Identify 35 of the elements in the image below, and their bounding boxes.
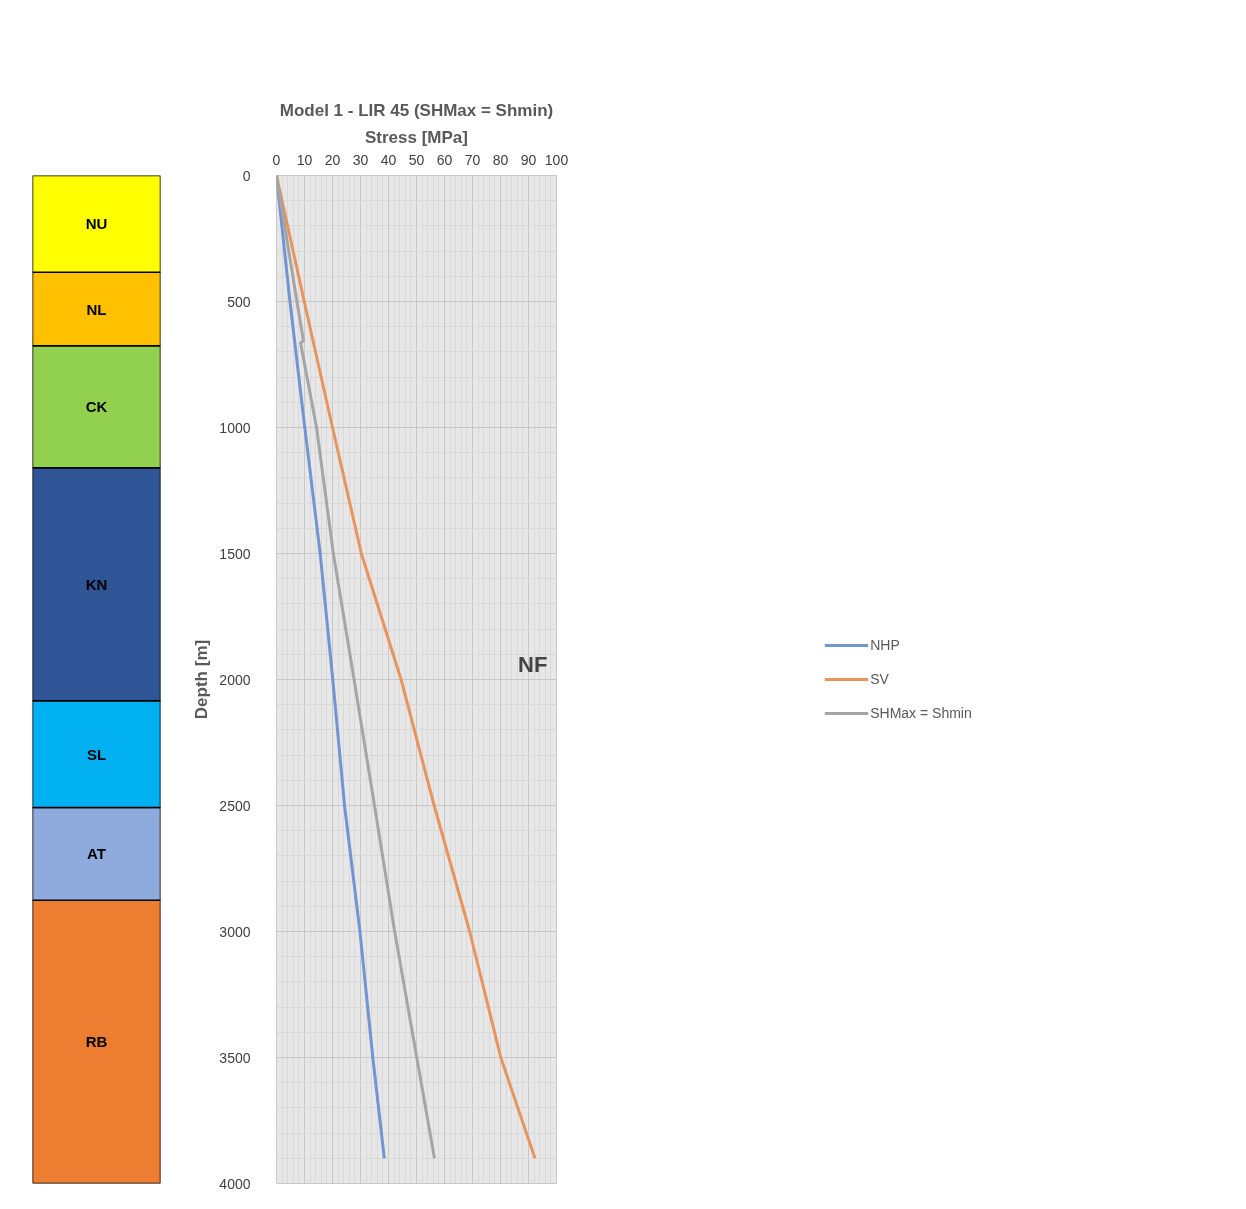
y-tick-label: 0: [242, 167, 251, 184]
series-label: NL: [86, 300, 107, 318]
x-tick-label: 10: [296, 151, 313, 168]
series-label: RB: [85, 1033, 108, 1051]
legend-label: NHP: [870, 637, 900, 653]
x-tick-label: 0: [272, 151, 281, 168]
line-series: [276, 175, 436, 1160]
series-label: NU: [85, 215, 108, 233]
x-tick-label: 30: [352, 151, 369, 168]
x-tick-label: 80: [492, 151, 509, 168]
x-tick-label: 50: [408, 151, 425, 168]
y-tick-label: 2500: [219, 797, 251, 814]
series-label: KN: [85, 575, 108, 593]
y-tick-label: 1500: [219, 545, 251, 562]
series-label: AT: [87, 845, 106, 863]
x-tick-label: 40: [380, 151, 397, 168]
y-tick-label: 3500: [219, 1049, 251, 1066]
series-label: CK: [85, 398, 108, 416]
y-tick-label: 500: [227, 293, 251, 310]
y-tick-label: 3000: [219, 923, 251, 940]
y-tick-label: 4000: [219, 1175, 251, 1192]
y-tick-label: 2000: [219, 671, 251, 688]
x-axis-title: Stress [MPa]: [365, 127, 468, 147]
chart-title: Model 1 - LIR 45 (SHMax = Shmin): [279, 100, 554, 120]
series-label: SL: [86, 745, 107, 763]
x-tick-label: 70: [464, 151, 481, 168]
y-tick-label: 1000: [219, 419, 251, 436]
y-axis-title: Depth [m]: [192, 639, 212, 720]
legend-label: SV: [870, 671, 890, 687]
annotation: NF: [518, 651, 548, 677]
x-tick-label: 100: [544, 151, 569, 168]
legend-label: SHMax = Shmin: [870, 705, 972, 721]
x-tick-label: 20: [324, 151, 341, 168]
x-tick-label: 60: [436, 151, 453, 168]
x-tick-label: 90: [520, 151, 537, 168]
